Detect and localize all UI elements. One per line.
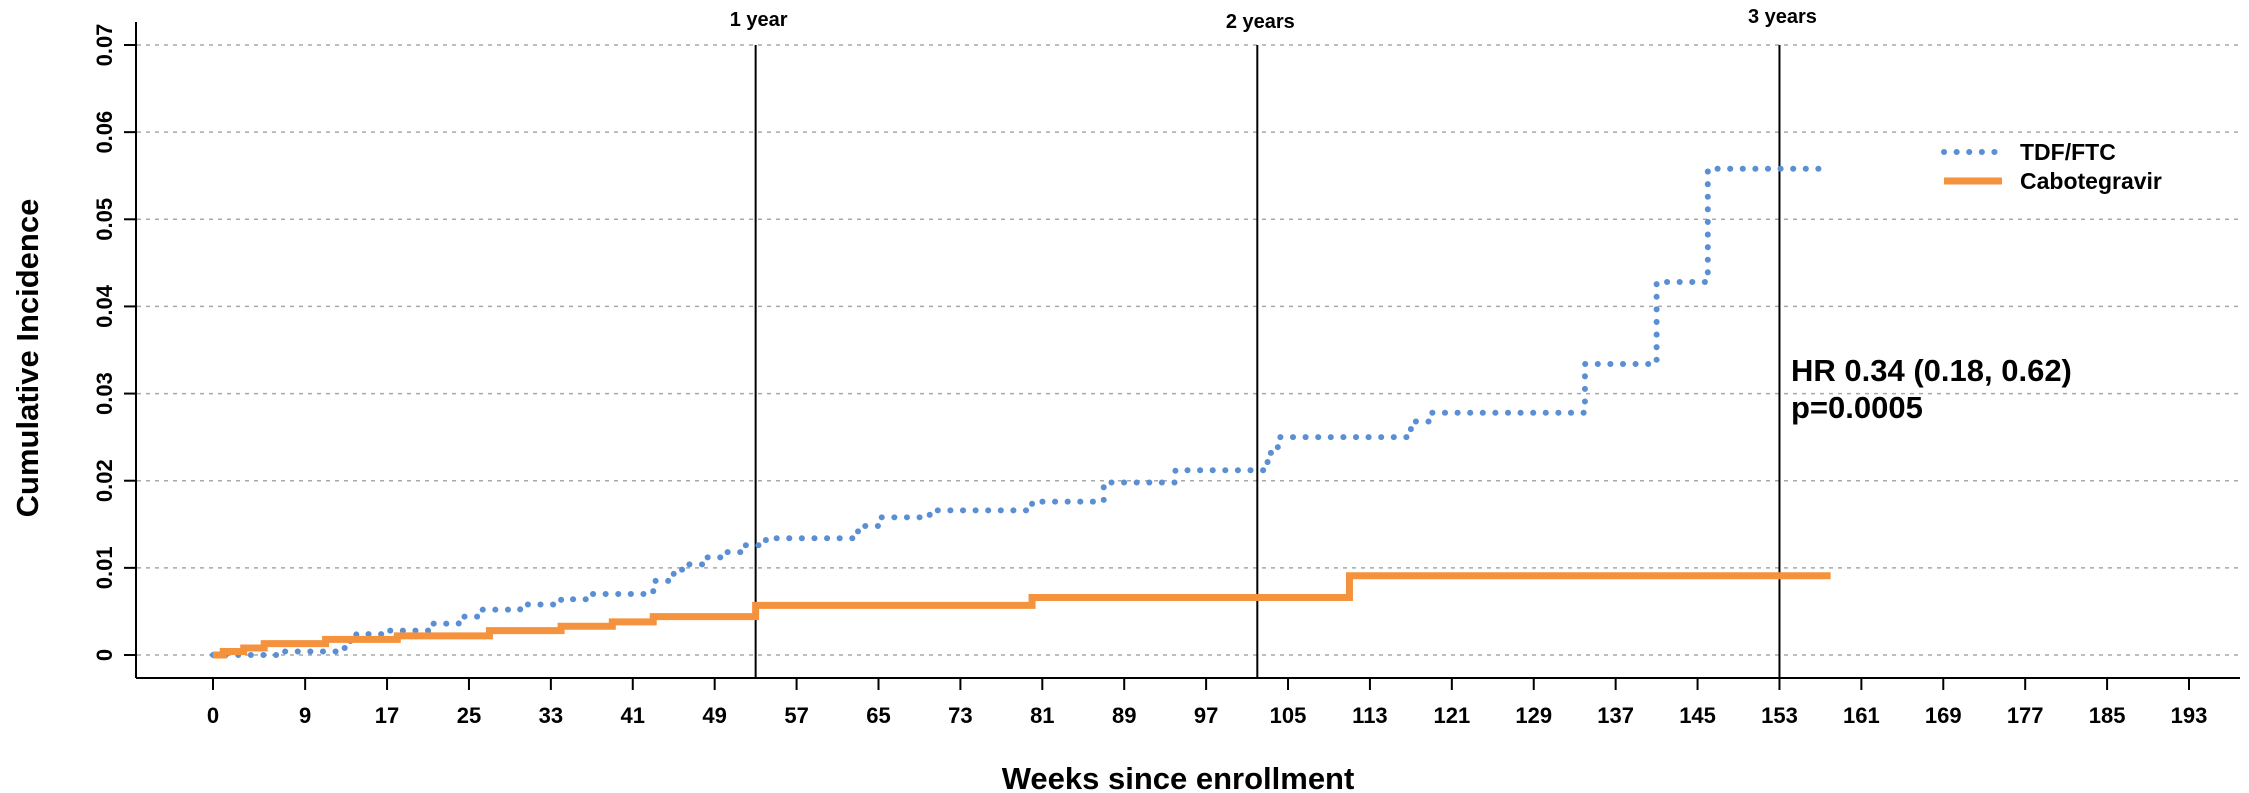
series-layer bbox=[210, 165, 1831, 659]
grid-layer bbox=[137, 44, 2240, 656]
legend-label-cabotegravir: Cabotegravir bbox=[2020, 168, 2162, 194]
legend-label-tdf-ftc: TDF/FTC bbox=[2020, 139, 2116, 165]
y-tick-label: 0.05 bbox=[92, 198, 117, 241]
x-tick-label: 105 bbox=[1270, 703, 1307, 728]
hazard-ratio-text: HR 0.34 (0.18, 0.62) bbox=[1791, 353, 2072, 388]
x-tick-label: 185 bbox=[2089, 703, 2126, 728]
y-tick-label: 0.03 bbox=[92, 372, 117, 415]
x-tick-label: 25 bbox=[457, 703, 481, 728]
reference-line-label: 2 years bbox=[1226, 11, 1295, 33]
reference-line-label: 3 years bbox=[1748, 6, 1817, 28]
x-tick-label: 153 bbox=[1761, 703, 1798, 728]
x-tick-label: 193 bbox=[2171, 703, 2208, 728]
x-tick-label: 41 bbox=[621, 703, 645, 728]
x-tick-label: 177 bbox=[2007, 703, 2044, 728]
x-tick-label: 57 bbox=[784, 703, 808, 728]
x-tick-label: 49 bbox=[702, 703, 726, 728]
x-ticks-layer: 0 9 17 25 33 41 49 57 65 73 81 89 97 105 113 121 129 137 1… bbox=[207, 678, 2207, 728]
x-tick-label: 137 bbox=[1597, 703, 1634, 728]
x-tick-label: 0 bbox=[207, 703, 219, 728]
y-tick-label: 0.04 bbox=[92, 284, 117, 328]
axes-layer bbox=[135, 22, 2240, 679]
reference-line-label: 1 year bbox=[730, 9, 788, 31]
series-line-tdf-ftc bbox=[210, 165, 1824, 658]
x-tick-label: 161 bbox=[1843, 703, 1880, 728]
x-tick-label: 89 bbox=[1112, 703, 1136, 728]
x-axis-title: Weeks since enrollment bbox=[1002, 761, 1355, 793]
y-ticks-layer: 0 0.01 0.02 0.03 0.04 0.05 0.06 0.07 bbox=[92, 24, 136, 661]
p-value-text: p=0.0005 bbox=[1791, 390, 1923, 425]
y-tick-label: 0.07 bbox=[92, 24, 117, 67]
legend: TDF/FTC Cabotegravir bbox=[1941, 139, 2162, 194]
y-tick-label: 0.01 bbox=[92, 546, 117, 589]
x-tick-label: 65 bbox=[866, 703, 890, 728]
x-tick-label: 129 bbox=[1515, 703, 1552, 728]
x-tick-label: 73 bbox=[948, 703, 972, 728]
x-tick-label: 33 bbox=[539, 703, 563, 728]
x-tick-label: 145 bbox=[1679, 703, 1716, 728]
y-tick-label: 0.06 bbox=[92, 111, 117, 154]
x-tick-label: 97 bbox=[1194, 703, 1218, 728]
x-tick-label: 81 bbox=[1030, 703, 1054, 728]
x-tick-label: 169 bbox=[1925, 703, 1962, 728]
series-line-cabotegravir bbox=[213, 572, 1831, 659]
x-tick-label: 9 bbox=[299, 703, 311, 728]
y-tick-label: 0 bbox=[92, 649, 117, 661]
x-tick-label: 121 bbox=[1433, 703, 1470, 728]
hazard-ratio-annotation: HR 0.34 (0.18, 0.62) p=0.0005 bbox=[1791, 353, 2072, 425]
x-tick-label: 17 bbox=[375, 703, 399, 728]
y-axis-title: Cumulative Incidence bbox=[10, 199, 45, 518]
x-tick-label: 113 bbox=[1352, 703, 1388, 728]
y-tick-label: 0.02 bbox=[92, 459, 117, 502]
